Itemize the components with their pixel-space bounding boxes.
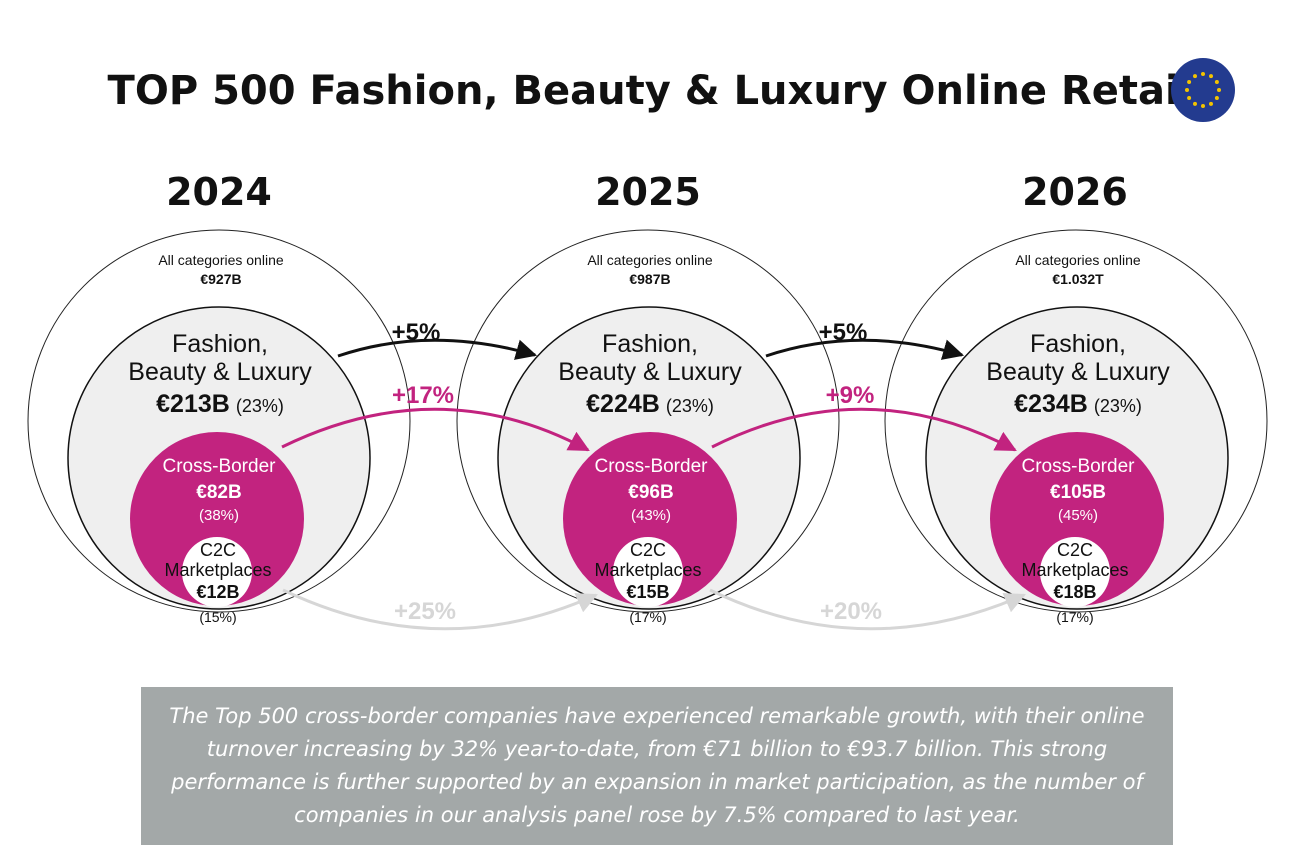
c2c-value: €18B <box>1053 582 1096 602</box>
cross-border-value: €105B <box>1050 482 1106 503</box>
c2c-share: (17%) <box>629 609 666 625</box>
c2c-growth-arrow-2024-2025 <box>282 588 598 631</box>
year-group-2026: 2026 All categories online €1.032T Fashi… <box>884 170 1268 625</box>
c2c-label-line2: Marketplaces <box>1021 560 1128 580</box>
all-categories-value: €1.032T <box>1052 271 1104 287</box>
year-group-2025: 2025 All categories online €987B Fashion… <box>456 170 840 625</box>
fbl-value: €224B <box>586 390 660 418</box>
all-categories-circle <box>456 229 840 613</box>
all-categories-label: All categories online <box>1015 252 1141 268</box>
fbl-share: (23%) <box>1094 396 1142 416</box>
c2c-circle <box>613 537 683 607</box>
fbl-label-line1: Fashion, <box>602 330 698 358</box>
cross-border-growth-arrow-2024-2025 <box>281 407 590 452</box>
cross-border-growth-arrow-2025-2026 <box>711 407 1017 452</box>
c2c-growth-label: +25% <box>394 598 456 625</box>
all-categories-circle <box>884 229 1268 613</box>
c2c-value: €15B <box>626 582 669 602</box>
cross-border-growth-label: +9% <box>826 382 875 409</box>
summary-note-text: The Top 500 cross-border companies have … <box>169 704 1145 827</box>
c2c-label-line2: Marketplaces <box>594 560 701 580</box>
fbl-share: (23%) <box>666 396 714 416</box>
c2c-label-line1: C2C <box>630 540 666 560</box>
fbl-growth-arrow-2025-2026 <box>765 338 965 360</box>
year-label: 2026 <box>1022 170 1128 214</box>
c2c-label-line2: Marketplaces <box>164 560 271 580</box>
fbl-share: (23%) <box>236 396 284 416</box>
all-categories-label: All categories online <box>587 252 713 268</box>
page-title: TOP 500 Fashion, Beauty & Luxury Online … <box>108 68 1193 114</box>
cross-border-circle <box>563 432 737 606</box>
c2c-share: (17%) <box>1056 609 1093 625</box>
cross-border-label: Cross-Border <box>1022 456 1136 477</box>
all-categories-label: All categories online <box>158 252 284 268</box>
cross-border-value: €96B <box>628 482 673 503</box>
summary-note: The Top 500 cross-border companies have … <box>141 687 1173 845</box>
all-categories-value: €927B <box>200 271 241 287</box>
fbl-value: €234B <box>1014 390 1088 418</box>
cross-border-label: Cross-Border <box>595 456 709 477</box>
cross-border-share: (45%) <box>1058 507 1098 524</box>
c2c-growth-arrow-2025-2026 <box>709 588 1026 631</box>
fbl-label-line2: Beauty & Luxury <box>128 358 312 386</box>
c2c-label-line1: C2C <box>200 540 236 560</box>
cross-border-share: (43%) <box>631 507 671 524</box>
cross-border-value: €82B <box>196 482 241 503</box>
fbl-growth-label: +5% <box>819 319 868 346</box>
fbl-value-line: €224B (23%) <box>586 390 714 418</box>
cross-border-circle <box>130 432 304 606</box>
year-label: 2025 <box>595 170 701 214</box>
eu-flag-icon <box>1171 58 1235 122</box>
fbl-value-line: €234B (23%) <box>1014 390 1142 418</box>
cross-border-share: (38%) <box>199 507 239 524</box>
year-group-2024: 2024 All categories online €927B Fashion… <box>27 170 411 625</box>
cross-border-circle <box>990 432 1164 606</box>
fbl-label-line2: Beauty & Luxury <box>986 358 1170 386</box>
cross-border-label: Cross-Border <box>163 456 277 477</box>
fbl-growth-arrow-2024-2025 <box>337 338 538 360</box>
all-categories-value: €987B <box>629 271 670 287</box>
fbl-growth-label: +5% <box>392 319 441 346</box>
c2c-label-line1: C2C <box>1057 540 1093 560</box>
cross-border-growth-label: +17% <box>392 382 454 409</box>
c2c-share: (15%) <box>199 609 236 625</box>
fbl-value-line: €213B (23%) <box>156 390 284 418</box>
fbl-label-line2: Beauty & Luxury <box>558 358 742 386</box>
c2c-growth-label: +20% <box>820 598 882 625</box>
year-label: 2024 <box>166 170 272 214</box>
c2c-circle <box>1040 537 1110 607</box>
c2c-value: €12B <box>196 582 239 602</box>
fbl-label-line1: Fashion, <box>1030 330 1126 358</box>
c2c-circle <box>182 537 252 607</box>
fbl-value: €213B <box>156 390 230 418</box>
fbl-label-line1: Fashion, <box>172 330 268 358</box>
